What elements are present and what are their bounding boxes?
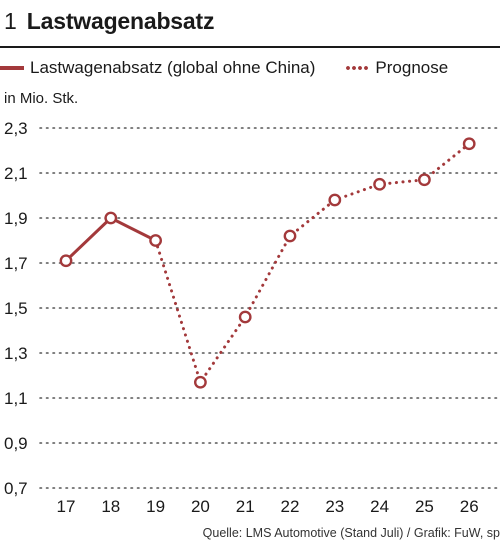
source-note: Quelle: LMS Automotive (Stand Juli) / Gr… <box>202 526 500 540</box>
legend-swatch-solid <box>0 66 24 70</box>
y-tick-label: 1,3 <box>4 344 28 363</box>
x-tick-label: 18 <box>101 497 120 516</box>
data-point <box>417 173 431 187</box>
title-rule <box>0 46 500 48</box>
x-tick-label: 17 <box>57 497 76 516</box>
figure-number: 1 <box>4 8 17 34</box>
legend-item-actual: Lastwagenabsatz (global ohne China) <box>0 58 315 78</box>
data-point <box>373 177 386 191</box>
y-unit-label: in Mio. Stk. <box>4 90 79 107</box>
data-point <box>328 193 342 207</box>
x-tick-label: 24 <box>370 497 389 516</box>
y-tick-label: 0,7 <box>4 479 28 498</box>
legend-label-forecast: Prognose <box>375 58 449 77</box>
chart-legend: Lastwagenabsatz (global ohne China) Prog… <box>0 58 478 78</box>
chart-header: 1 Lastwagenabsatz <box>4 8 214 38</box>
data-point <box>149 234 163 247</box>
data-point <box>104 211 118 225</box>
data-point <box>193 375 207 389</box>
x-tick-label: 22 <box>281 497 300 516</box>
legend-item-forecast: Prognose <box>345 58 448 78</box>
x-tick-label: 23 <box>325 497 344 516</box>
legend-label-actual: Lastwagenabsatz (global ohne China) <box>30 58 316 77</box>
y-tick-label: 2,3 <box>4 119 28 138</box>
actual-line <box>64 216 158 263</box>
y-tick-label: 2,1 <box>4 164 28 183</box>
y-tick-label: 1,1 <box>4 389 28 408</box>
x-tick-label: 26 <box>460 497 479 516</box>
x-tick-label: 25 <box>415 497 434 516</box>
x-tick-label: 21 <box>236 497 255 516</box>
forecast-line <box>154 142 471 384</box>
data-point <box>462 137 476 151</box>
y-tick-label: 0,9 <box>4 434 28 453</box>
chart-title: Lastwagenabsatz <box>26 8 215 34</box>
x-tick-label: 19 <box>146 497 165 516</box>
data-point <box>238 310 252 324</box>
data-point <box>59 254 73 268</box>
y-tick-label: 1,7 <box>4 254 28 273</box>
y-tick-label: 1,5 <box>4 299 28 318</box>
legend-swatch-dotted <box>345 66 370 70</box>
x-tick-label: 20 <box>191 497 210 516</box>
data-point <box>283 229 297 243</box>
y-tick-label: 1,9 <box>4 209 28 228</box>
